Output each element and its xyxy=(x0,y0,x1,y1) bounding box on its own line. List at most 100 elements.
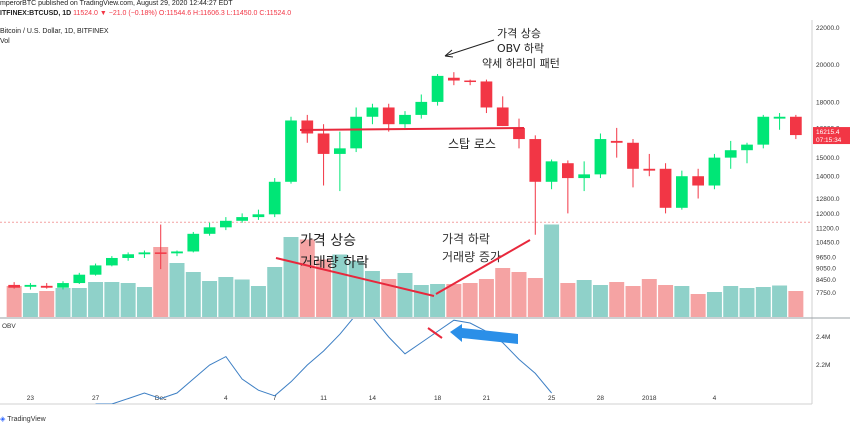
price-tick-label: 7750.0 xyxy=(816,290,836,297)
obv-pane-title: OBV xyxy=(2,323,16,330)
volume-bar xyxy=(218,277,234,317)
volume-bar xyxy=(22,293,38,317)
candle-body xyxy=(24,284,37,287)
candle-body xyxy=(333,148,346,154)
price-tick-label: 9650.0 xyxy=(816,255,836,262)
price-tick-label: 9050.0 xyxy=(816,266,836,273)
candle-body xyxy=(659,168,672,208)
volume-bar xyxy=(185,272,201,317)
candle-body xyxy=(89,265,102,275)
candle-body xyxy=(8,284,21,288)
time-tick-label: 2018 xyxy=(642,395,657,402)
time-tick-label: 21 xyxy=(483,395,491,402)
candle-body xyxy=(382,107,395,125)
candle-body xyxy=(415,101,428,115)
volume-bar xyxy=(55,288,71,317)
price-tick-label: 12800.0 xyxy=(816,196,840,203)
volume-bar xyxy=(332,254,348,317)
candle-body xyxy=(578,174,591,179)
volume-bar xyxy=(592,285,608,317)
time-tick-label: 11 xyxy=(320,395,327,402)
last-price-tag xyxy=(813,127,850,145)
volume-bar xyxy=(690,294,706,317)
symbol-name: ITFINEX:BTCUSD, 1D xyxy=(0,10,72,17)
candle-body xyxy=(447,77,460,81)
top-annotation-line: 가격 상승 xyxy=(497,27,541,40)
price-tick-label: 18000.0 xyxy=(816,99,840,106)
volume-bar xyxy=(511,272,527,317)
candle-body xyxy=(301,120,314,134)
publish-info: mperorBTC published on TradingView.com, … xyxy=(0,0,233,7)
candle-body xyxy=(366,107,379,117)
candle-body xyxy=(105,257,118,266)
volume-bar xyxy=(755,287,771,317)
candle-body xyxy=(773,116,786,119)
time-tick-label: 4 xyxy=(224,395,228,402)
volume-bar xyxy=(723,286,739,317)
symbol-info: ITFINEX:BTCUSD, 1D 11524.0 ▼ −21.0 (−0.1… xyxy=(0,10,291,17)
candle-body xyxy=(236,217,249,221)
candle-body xyxy=(789,116,802,136)
candle-body xyxy=(122,254,135,258)
volume-bar xyxy=(495,268,511,317)
volume-bar xyxy=(316,259,332,317)
candle-body xyxy=(431,75,444,102)
candle-body xyxy=(480,81,493,108)
volume-bar xyxy=(136,287,152,317)
candle-body xyxy=(464,80,477,83)
volume-bar xyxy=(348,261,364,317)
volume-bar xyxy=(169,263,185,317)
volume-increase-line xyxy=(435,239,531,295)
volume-bar xyxy=(576,280,592,317)
volume-bar xyxy=(299,239,315,317)
candle-body xyxy=(643,168,656,171)
candle-body xyxy=(57,283,69,288)
volume-bar xyxy=(560,283,576,317)
time-tick-label: 7 xyxy=(273,395,277,402)
price-tick-label: 20000.0 xyxy=(816,62,840,69)
price-tick-label: 11200.0 xyxy=(816,226,839,233)
volume-annotation-left: 거래량 하락 xyxy=(300,255,369,271)
candle-body xyxy=(529,139,542,182)
candle-body xyxy=(496,107,509,127)
time-tick-label: 14 xyxy=(369,395,377,402)
time-tick-label: 27 xyxy=(92,395,100,402)
candle-body xyxy=(594,139,607,175)
stop-loss-label: 스탑 로스 xyxy=(448,137,496,151)
obv-tick-label: 2.2M xyxy=(816,362,830,369)
candle-body xyxy=(724,150,737,158)
last-price-value: 16215.4 xyxy=(816,129,840,136)
time-tick-label: 4 xyxy=(713,395,717,402)
volume-bar xyxy=(202,281,218,317)
volume-bar xyxy=(267,267,283,317)
price-tick-label: 15000.0 xyxy=(816,155,840,162)
volume-annotation-right: 거래량 증가 xyxy=(442,250,501,264)
volume-label: Vol xyxy=(0,38,10,45)
volume-bar xyxy=(527,278,543,317)
candle-body xyxy=(675,176,688,208)
volume-bar xyxy=(658,285,674,317)
price-tick-label: 10450.0 xyxy=(816,240,840,247)
candle-body xyxy=(171,251,183,254)
candle-body xyxy=(741,144,753,151)
volume-bar xyxy=(641,279,657,317)
countdown-timer: 07:15:34 xyxy=(816,137,842,144)
candle-body xyxy=(73,274,86,284)
volume-bar xyxy=(478,279,494,317)
volume-bar xyxy=(283,237,299,317)
volume-bar xyxy=(739,288,755,317)
obv-tick-label: 2.4M xyxy=(816,334,830,341)
volume-bar xyxy=(430,284,446,317)
candle-body xyxy=(285,120,297,182)
volume-bar xyxy=(104,282,120,317)
ohlc-values: 11524.0 ▼ −21.0 (−0.18%) O:11544.6 H:116… xyxy=(73,10,292,17)
volume-bar xyxy=(153,247,169,317)
volume-bar xyxy=(364,271,380,317)
volume-bar xyxy=(381,279,397,317)
candle-body xyxy=(252,214,265,218)
candle-body xyxy=(203,227,216,234)
volume-bar xyxy=(234,279,250,317)
volume-bar xyxy=(788,291,804,317)
volume-bar xyxy=(6,286,22,317)
